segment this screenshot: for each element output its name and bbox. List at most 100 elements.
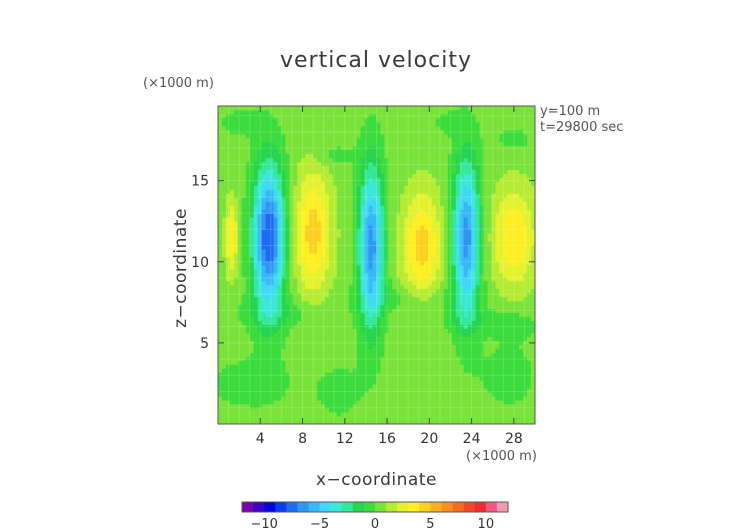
heatmap-cell — [495, 296, 500, 302]
heatmap-cell — [257, 288, 262, 294]
heatmap-cell — [305, 241, 310, 246]
heatmap-cell — [412, 408, 417, 413]
heatmap-cell — [392, 181, 397, 186]
heatmap-cell — [324, 257, 330, 262]
heatmap-cell — [495, 348, 500, 353]
heatmap-cell — [400, 296, 405, 302]
heatmap-cell — [261, 304, 266, 310]
heatmap-cell — [352, 209, 358, 214]
heatmap-cell — [328, 348, 334, 353]
heatmap-cell — [336, 261, 342, 266]
heatmap-cell — [269, 356, 274, 361]
heatmap-cell — [352, 360, 358, 365]
heatmap-cell — [396, 225, 401, 230]
heatmap-cell — [392, 177, 397, 182]
heatmap-cell — [297, 364, 302, 369]
heatmap-cell — [285, 181, 290, 186]
heatmap-cell — [451, 400, 457, 405]
heatmap-cell — [527, 205, 532, 210]
heatmap-cell — [293, 265, 298, 270]
heatmap-cell — [475, 312, 480, 318]
heatmap-cell — [368, 396, 373, 401]
heatmap-cell — [273, 340, 278, 345]
heatmap-cell — [309, 233, 314, 238]
heatmap-cell — [324, 185, 330, 190]
heatmap-cell — [491, 352, 496, 357]
heatmap-cell — [340, 280, 346, 286]
heatmap-cell — [483, 265, 488, 270]
heatmap-cell — [340, 332, 346, 337]
heatmap-cell — [392, 368, 397, 373]
heatmap-cell — [439, 340, 445, 345]
heatmap-cell — [269, 400, 274, 405]
heatmap-cell — [257, 173, 262, 178]
heatmap-cell — [348, 284, 354, 290]
heatmap-cell — [483, 304, 488, 310]
heatmap-cell — [352, 368, 358, 373]
heatmap-cell — [443, 249, 449, 254]
heatmap-cell — [281, 268, 286, 274]
heatmap-cell — [360, 225, 366, 230]
heatmap-cell — [467, 272, 472, 278]
heatmap-cell — [221, 181, 227, 186]
heatmap-cell — [237, 352, 243, 357]
heatmap-cell — [277, 229, 282, 234]
heatmap-cell — [487, 416, 492, 421]
heatmap-cell — [531, 348, 536, 353]
heatmap-cell — [428, 396, 433, 401]
heatmap-cell — [309, 185, 314, 190]
heatmap-cell — [293, 312, 298, 318]
heatmap-cell — [360, 404, 366, 409]
heatmap-cell — [336, 324, 342, 330]
heatmap-cell — [515, 276, 520, 282]
heatmap-cell — [519, 312, 524, 318]
heatmap-cell — [289, 392, 294, 397]
heatmap-cell — [491, 328, 496, 333]
heatmap-cell — [412, 292, 417, 298]
heatmap-cell — [451, 320, 457, 326]
heatmap-cell — [388, 384, 393, 389]
heatmap-cell — [245, 312, 251, 318]
heatmap-cell — [340, 336, 346, 341]
heatmap-cell — [265, 352, 270, 357]
heatmap-cell — [431, 221, 437, 226]
heatmap-cell — [463, 253, 469, 258]
heatmap-cell — [249, 177, 255, 182]
heatmap-cell — [313, 356, 318, 361]
heatmap-cell — [356, 384, 362, 389]
heatmap-cell — [257, 376, 262, 381]
heatmap-cell — [317, 372, 322, 377]
heatmap-cell — [404, 356, 409, 361]
heatmap-cell — [225, 304, 231, 310]
heatmap-cell — [368, 229, 373, 234]
heatmap-cell — [253, 316, 259, 322]
heatmap-cell — [420, 225, 425, 230]
heatmap-cell — [229, 217, 235, 222]
heatmap-cell — [257, 213, 262, 218]
heatmap-cell — [435, 209, 441, 214]
heatmap-cell — [531, 328, 536, 333]
heatmap-cell — [233, 225, 239, 230]
heatmap-cell — [392, 316, 397, 322]
heatmap-cell — [332, 340, 338, 345]
heatmap-cell — [400, 396, 405, 401]
heatmap-cell — [527, 332, 532, 337]
heatmap-cell — [281, 396, 286, 401]
heatmap-cell — [507, 388, 512, 393]
heatmap-cell — [420, 352, 425, 357]
heatmap-cell — [463, 241, 469, 246]
heatmap-cell — [523, 344, 528, 349]
heatmap-cell — [428, 209, 433, 214]
heatmap-cell — [321, 229, 326, 234]
heatmap-cell — [277, 308, 282, 314]
heatmap-cell — [269, 193, 274, 198]
heatmap-cell — [241, 364, 247, 369]
heatmap-cell — [221, 364, 227, 369]
heatmap-cell — [269, 272, 274, 278]
heatmap-cell — [241, 189, 247, 194]
heatmap-cell — [447, 348, 453, 353]
heatmap-cell — [281, 288, 286, 294]
heatmap-cell — [297, 225, 302, 230]
heatmap-cell — [463, 368, 469, 373]
heatmap-cell — [317, 420, 322, 425]
